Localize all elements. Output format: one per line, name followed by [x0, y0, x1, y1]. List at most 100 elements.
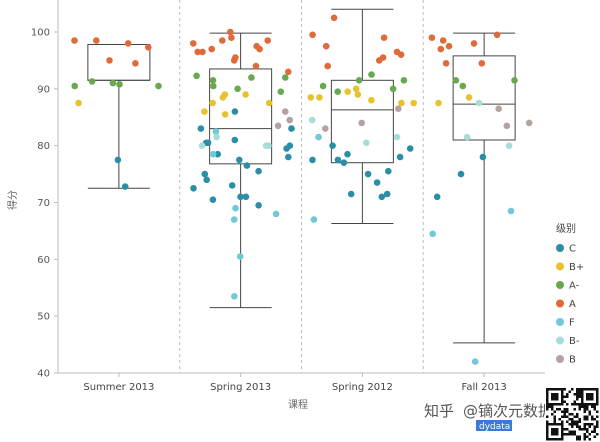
qr-module — [566, 433, 569, 436]
qr-module — [568, 418, 571, 421]
legend-item-label: B- — [569, 336, 580, 347]
grid-layer — [179, 0, 424, 373]
legend-item-label: A- — [569, 281, 580, 292]
qr-module — [581, 390, 584, 393]
qr-module — [546, 425, 549, 428]
qr-module — [578, 393, 581, 396]
qr-module — [591, 388, 594, 391]
qr-module — [573, 403, 576, 406]
qr-module — [593, 405, 596, 408]
data-point-a — [442, 60, 450, 67]
qr-module — [561, 410, 564, 413]
data-point-a-minus — [234, 85, 241, 93]
data-point-b-minus — [363, 139, 370, 147]
qr-module — [588, 425, 591, 428]
qr-module — [566, 428, 569, 431]
qr-module — [586, 423, 589, 426]
qr-module — [556, 398, 559, 401]
qr-module — [546, 420, 549, 423]
data-point-a — [380, 34, 388, 41]
data-point-c — [373, 179, 381, 186]
qr-module — [571, 423, 574, 426]
qr-module — [553, 398, 556, 401]
qr-module — [576, 395, 579, 398]
legend-swatch — [556, 244, 564, 252]
data-point-f — [209, 150, 217, 158]
data-point-b-minusplus — [465, 94, 473, 101]
qr-module — [596, 400, 599, 403]
data-point-f — [236, 253, 244, 260]
data-point-b — [503, 122, 511, 130]
qr-module — [583, 438, 586, 441]
watermark-badge — [476, 420, 512, 431]
data-point-a — [228, 34, 235, 41]
qr-module — [558, 403, 561, 406]
qr-module — [578, 425, 581, 428]
qr-module — [578, 420, 581, 423]
qr-module — [588, 388, 591, 391]
qr-module — [558, 418, 561, 421]
box-summer-2013 — [87, 44, 151, 189]
data-point-a — [324, 62, 332, 70]
qr-module — [566, 408, 569, 411]
qr-module — [573, 400, 576, 403]
data-point-b — [525, 119, 533, 127]
qr-module — [593, 418, 596, 421]
qr-module — [571, 388, 574, 391]
data-point-c — [243, 162, 251, 169]
qr-module — [588, 393, 591, 396]
data-point-a-minus — [459, 82, 467, 90]
data-point-c — [286, 142, 294, 149]
data-point-a-minus — [355, 77, 363, 84]
data-point-a — [132, 60, 139, 67]
qr-module — [596, 433, 599, 436]
watermark-badge-text: dydata — [479, 422, 510, 432]
y-tick-label: 80 — [37, 141, 50, 152]
qr-module — [548, 403, 551, 406]
qr-module — [561, 435, 564, 438]
data-point-a — [194, 48, 201, 56]
legend-swatch — [556, 299, 564, 308]
qr-module — [591, 418, 594, 421]
watermark: 知乎 @ 镝次元数据 dydata — [424, 402, 553, 432]
box-iqr — [452, 55, 516, 141]
qr-module — [596, 398, 599, 401]
watermark-zhihu: 知乎 — [424, 402, 454, 420]
data-point-c — [285, 153, 292, 161]
qr-module — [578, 408, 581, 411]
data-point-a — [437, 45, 445, 53]
qr-module — [548, 438, 551, 441]
qr-module — [556, 403, 559, 406]
legend-title: 级别 — [556, 223, 576, 235]
x-tick-label: Spring 2012 — [332, 382, 393, 393]
qr-module — [548, 405, 551, 408]
data-point-a — [445, 42, 453, 50]
data-point-b-minus — [213, 133, 220, 141]
qr-module — [561, 425, 564, 428]
qr-module — [583, 435, 586, 438]
qr-module — [556, 393, 559, 396]
qr-module — [556, 428, 559, 431]
qr-module — [558, 423, 561, 426]
qr-module — [578, 438, 581, 441]
data-point-a-minus — [319, 82, 327, 90]
x-tick-label: Fall 2013 — [462, 382, 507, 393]
data-point-a — [190, 40, 197, 47]
qr-module — [568, 423, 571, 426]
y-tick-label: 90 — [37, 84, 50, 95]
qr-module — [571, 425, 574, 428]
data-point-a — [106, 57, 113, 64]
qr-module — [581, 403, 584, 406]
qr-module — [578, 428, 581, 431]
qr-module — [561, 438, 564, 441]
qr-module — [581, 400, 584, 403]
qr-module — [573, 423, 576, 426]
data-point-a — [330, 14, 338, 22]
qr-module — [546, 398, 549, 401]
qr-module — [593, 408, 596, 411]
qr-module — [563, 400, 566, 403]
qr-module — [563, 433, 566, 436]
data-point-b-minusplus — [410, 99, 418, 107]
qr-module — [588, 433, 591, 436]
data-point-f — [310, 216, 318, 223]
